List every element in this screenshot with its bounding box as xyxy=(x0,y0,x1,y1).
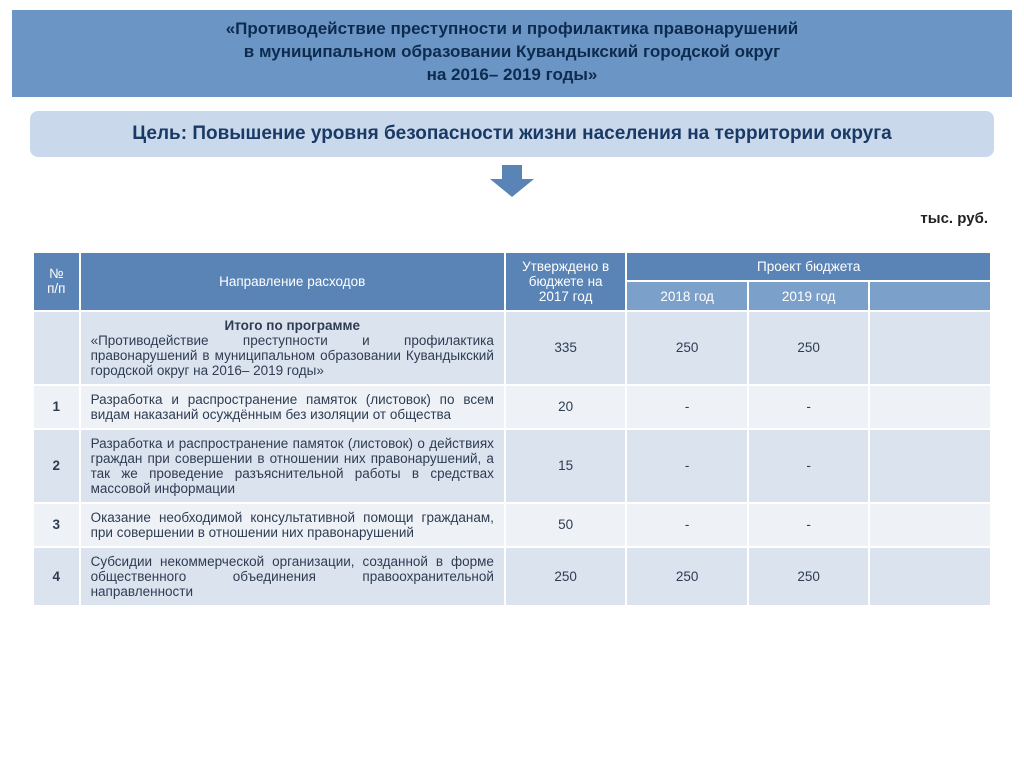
row-2017: 20 xyxy=(505,385,627,429)
row-2017: 50 xyxy=(505,503,627,547)
unit-label: тыс. руб. xyxy=(0,206,1024,251)
row-2018: - xyxy=(626,503,748,547)
row-2017: 335 xyxy=(505,311,627,385)
budget-table: № п/п Направление расходов Утверждено в … xyxy=(32,251,992,607)
row-num xyxy=(33,311,80,385)
row-num: 4 xyxy=(33,547,80,606)
th-dir: Направление расходов xyxy=(80,252,505,311)
table-row: 1 Разработка и распространение памяток (… xyxy=(33,385,991,429)
th-2018: 2018 год xyxy=(626,281,748,311)
th-empty xyxy=(869,281,991,311)
row-2019: - xyxy=(748,385,870,429)
th-approved: Утверждено в бюджете на 2017 год xyxy=(505,252,627,311)
row-empty xyxy=(869,429,991,503)
table-row: Итого по программе «Противодействие прес… xyxy=(33,311,991,385)
row-dir: Разработка и распространение памяток (ли… xyxy=(80,385,505,429)
th-2019: 2019 год xyxy=(748,281,870,311)
row-empty xyxy=(869,385,991,429)
header-line2: в муниципальном образовании Кувандыкский… xyxy=(52,41,972,64)
table-row: 4 Субсидии некоммерческой организации, с… xyxy=(33,547,991,606)
th-project: Проект бюджета xyxy=(626,252,991,282)
goal-text: Цель: Повышение уровня безопасности жизн… xyxy=(50,123,974,145)
header-line1: «Противодействие преступности и профилак… xyxy=(52,18,972,41)
arrow-down-icon xyxy=(0,163,1024,204)
row-num: 2 xyxy=(33,429,80,503)
row-empty xyxy=(869,311,991,385)
row-2019: 250 xyxy=(748,547,870,606)
row-2017: 250 xyxy=(505,547,627,606)
row-dir: Разработка и распространение памяток (ли… xyxy=(80,429,505,503)
row-2017: 15 xyxy=(505,429,627,503)
row-empty xyxy=(869,503,991,547)
row-2018: - xyxy=(626,385,748,429)
row-2018: 250 xyxy=(626,311,748,385)
row-2019: 250 xyxy=(748,311,870,385)
row-dir: Оказание необходимой консультативной пом… xyxy=(80,503,505,547)
row-num: 3 xyxy=(33,503,80,547)
page-header: «Противодействие преступности и профилак… xyxy=(12,10,1012,97)
row-empty xyxy=(869,547,991,606)
table-row: 3 Оказание необходимой консультативной п… xyxy=(33,503,991,547)
row-2019: - xyxy=(748,429,870,503)
row-2019: - xyxy=(748,503,870,547)
row-num: 1 xyxy=(33,385,80,429)
row-2018: 250 xyxy=(626,547,748,606)
header-line3: на 2016– 2019 годы» xyxy=(52,64,972,87)
table-row: 2 Разработка и распространение памяток (… xyxy=(33,429,991,503)
th-num: № п/п xyxy=(33,252,80,311)
row-2018: - xyxy=(626,429,748,503)
goal-band: Цель: Повышение уровня безопасности жизн… xyxy=(30,111,994,157)
row-dir: Субсидии некоммерческой организации, соз… xyxy=(80,547,505,606)
row-dir: Итого по программе «Противодействие прес… xyxy=(80,311,505,385)
